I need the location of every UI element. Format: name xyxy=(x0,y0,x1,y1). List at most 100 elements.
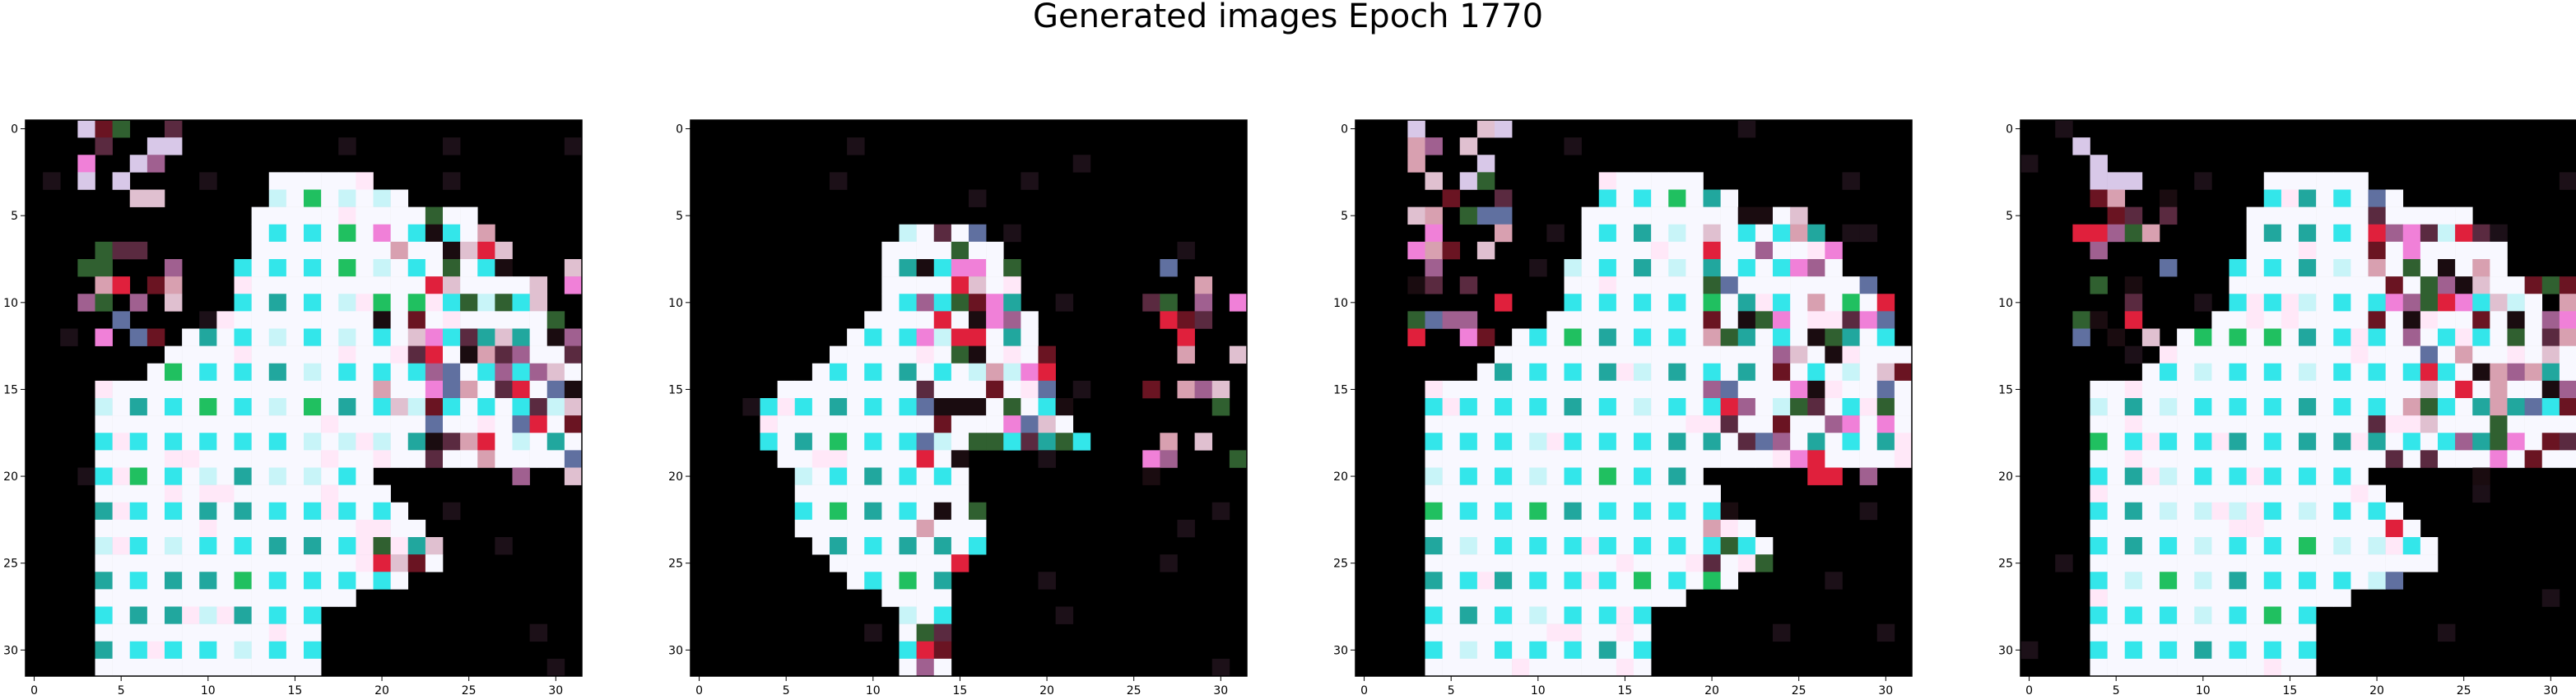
pixel xyxy=(2368,415,2386,433)
x-tick-label: 30 xyxy=(548,684,563,695)
pixel xyxy=(2246,623,2265,642)
pixel xyxy=(1651,328,1669,346)
pixel xyxy=(477,415,495,433)
y-tick-label: 10 xyxy=(668,297,683,310)
pixel xyxy=(1616,537,1634,555)
pixel xyxy=(1038,363,1056,382)
pixel xyxy=(1807,398,1825,416)
pixel xyxy=(564,259,583,277)
pixel xyxy=(1703,415,1721,433)
pixel xyxy=(373,572,391,590)
pixel xyxy=(1177,345,1195,364)
pixel xyxy=(1616,606,1634,624)
pixel xyxy=(2333,224,2351,243)
pixel xyxy=(1564,554,1582,572)
pixel xyxy=(1495,484,1513,503)
pixel xyxy=(2541,433,2560,451)
pixel xyxy=(356,484,374,503)
pixel xyxy=(1790,415,1808,433)
pixel xyxy=(146,328,165,346)
pixel xyxy=(2072,328,2090,346)
pixel xyxy=(1529,467,1547,485)
pixel xyxy=(830,467,848,485)
pixel xyxy=(1737,398,1756,416)
pixel xyxy=(1546,224,1565,243)
pixel xyxy=(165,276,183,294)
pixel xyxy=(321,172,339,190)
pixel xyxy=(2177,484,2195,503)
pixel xyxy=(1546,537,1565,555)
pixel xyxy=(146,398,165,416)
pixel xyxy=(2524,345,2543,364)
pixel xyxy=(338,554,356,572)
pixel xyxy=(2160,606,2178,624)
pixel xyxy=(830,363,848,382)
pixel xyxy=(2438,415,2456,433)
pixel xyxy=(2438,380,2456,399)
pixel xyxy=(916,502,935,521)
pixel xyxy=(304,311,322,329)
pixel xyxy=(286,502,305,521)
pixel xyxy=(2211,363,2230,382)
pixel xyxy=(969,363,987,382)
pixel xyxy=(916,484,935,503)
pixel xyxy=(2350,415,2369,433)
pixel xyxy=(1842,363,1860,382)
pixel xyxy=(2420,259,2439,277)
pixel xyxy=(2472,276,2490,294)
pixel xyxy=(1495,606,1513,624)
pixel xyxy=(1564,137,1582,155)
pixel xyxy=(1459,484,1478,503)
pixel xyxy=(373,276,391,294)
pixel xyxy=(2385,241,2404,260)
pixel xyxy=(847,433,865,451)
pixel xyxy=(916,380,935,399)
pixel xyxy=(2246,484,2265,503)
pixel xyxy=(564,328,583,346)
pixel xyxy=(1686,363,1704,382)
pixel xyxy=(286,328,305,346)
pixel xyxy=(2559,311,2576,329)
pixel xyxy=(1546,519,1565,538)
pixel xyxy=(830,554,848,572)
pixel xyxy=(1825,415,1843,433)
pixel xyxy=(129,450,148,468)
pixel xyxy=(2402,415,2421,433)
pixel xyxy=(512,467,530,485)
pixel xyxy=(199,502,217,521)
pixel xyxy=(1807,345,1825,364)
x-tick-label: 0 xyxy=(695,684,703,695)
pixel xyxy=(1651,450,1669,468)
pixel xyxy=(2438,241,2456,260)
pixel xyxy=(356,189,374,207)
pixel xyxy=(1807,467,1825,485)
x-tick-label: 25 xyxy=(1127,684,1142,695)
pixel xyxy=(1021,415,1039,433)
pixel xyxy=(356,572,374,590)
pixel xyxy=(760,415,778,433)
pixel xyxy=(1598,328,1617,346)
pixel xyxy=(2124,224,2143,243)
pixel xyxy=(268,172,287,190)
pixel xyxy=(1773,433,1791,451)
pixel xyxy=(2350,398,2369,416)
pixel xyxy=(1634,467,1652,485)
pixel xyxy=(1512,380,1530,399)
pixel xyxy=(373,345,391,364)
pixel xyxy=(1529,345,1547,364)
pixel xyxy=(443,450,461,468)
pixel xyxy=(1651,276,1669,294)
pixel xyxy=(1495,224,1513,243)
pixel xyxy=(2333,172,2351,190)
pixel xyxy=(2090,572,2108,590)
pixel xyxy=(146,554,165,572)
pixel xyxy=(2263,554,2282,572)
pixel xyxy=(304,658,322,677)
pixel xyxy=(95,658,113,677)
pixel xyxy=(286,554,305,572)
pixel xyxy=(1790,259,1808,277)
pixel xyxy=(1737,259,1756,277)
pixel xyxy=(2281,189,2299,207)
x-tick-label: 30 xyxy=(1213,684,1228,695)
pixel xyxy=(286,311,305,329)
